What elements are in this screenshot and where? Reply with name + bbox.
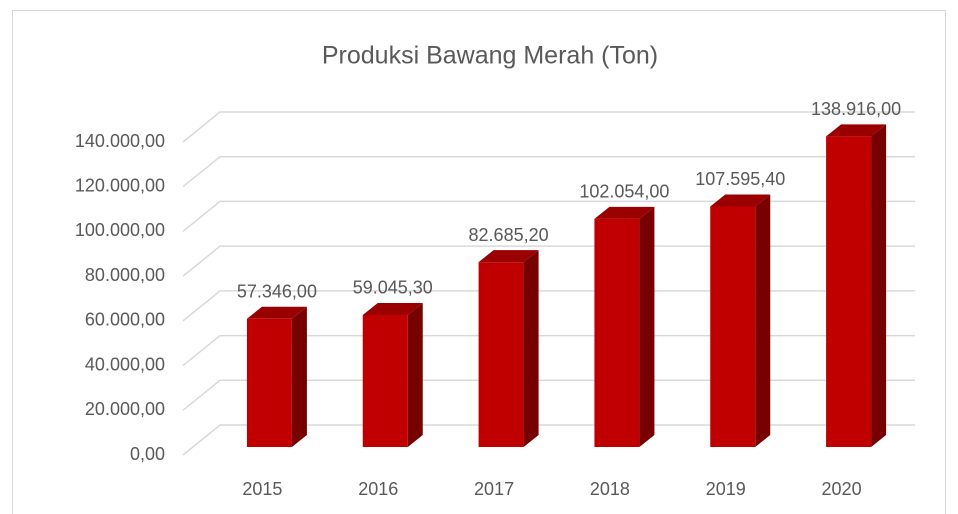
bar xyxy=(594,206,655,447)
data-label: 57.346,00 xyxy=(237,282,317,302)
x-tick-label: 2015 xyxy=(242,479,282,499)
grid-line xyxy=(182,245,915,277)
data-label: 138.916,00 xyxy=(811,99,901,119)
bar-top xyxy=(362,302,423,315)
grid-line xyxy=(182,424,915,456)
bar-front xyxy=(362,314,408,447)
bar xyxy=(710,194,771,447)
bar-top xyxy=(594,206,655,219)
x-tick-label: 2019 xyxy=(706,479,746,499)
x-tick-label: 2018 xyxy=(590,479,630,499)
x-tick-label: 2020 xyxy=(822,479,862,499)
y-tick-label: 40.000,00 xyxy=(85,354,165,374)
y-tick-label: 140.000,00 xyxy=(75,131,165,151)
chart-title: Produksi Bawang Merah (Ton) xyxy=(322,42,658,70)
bar-side xyxy=(523,250,539,447)
bar-side xyxy=(407,302,423,447)
y-tick-label: 100.000,00 xyxy=(75,220,165,240)
data-label: 107.595,40 xyxy=(695,169,785,189)
bar-top xyxy=(478,250,539,263)
bar-top xyxy=(826,124,887,137)
bar-side xyxy=(291,306,307,447)
grid-line xyxy=(182,379,915,411)
bar xyxy=(246,306,307,447)
bar-front xyxy=(478,262,524,447)
bar-front xyxy=(710,206,756,447)
y-tick-label: 120.000,00 xyxy=(75,175,165,195)
data-label: 82.685,20 xyxy=(469,225,549,245)
y-tick-label: 80.000,00 xyxy=(85,265,165,285)
y-tick-label: 20.000,00 xyxy=(85,399,165,419)
grid-line xyxy=(182,155,915,188)
y-tick-label: 60.000,00 xyxy=(85,310,165,330)
x-tick-label: 2016 xyxy=(358,479,398,499)
bar xyxy=(826,124,887,447)
grid-line xyxy=(182,111,915,143)
bar-front xyxy=(246,318,292,447)
bar-front xyxy=(826,136,872,447)
bar-side xyxy=(639,206,655,447)
bar-front xyxy=(594,218,640,447)
data-label: 59.045,30 xyxy=(353,278,433,298)
grid-line xyxy=(182,200,915,233)
grid-line xyxy=(182,290,915,322)
bar xyxy=(478,250,539,447)
bar-side xyxy=(871,124,887,447)
data-label: 102.054,00 xyxy=(579,182,669,202)
x-tick-label: 2017 xyxy=(474,479,514,499)
bar xyxy=(362,302,423,447)
grid-line xyxy=(182,334,915,367)
y-tick-label: 0,00 xyxy=(130,444,165,464)
bar-top xyxy=(246,306,307,319)
bar-side xyxy=(755,194,771,447)
bar-top xyxy=(710,194,771,207)
